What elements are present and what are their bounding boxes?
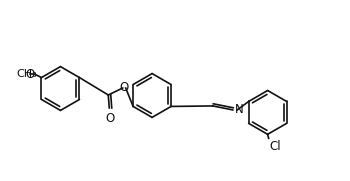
Text: N: N xyxy=(235,103,244,116)
Text: O: O xyxy=(105,112,114,125)
Text: Cl: Cl xyxy=(270,140,281,153)
Text: CH₃: CH₃ xyxy=(16,69,37,79)
Text: O: O xyxy=(26,68,35,81)
Text: O: O xyxy=(120,81,129,94)
